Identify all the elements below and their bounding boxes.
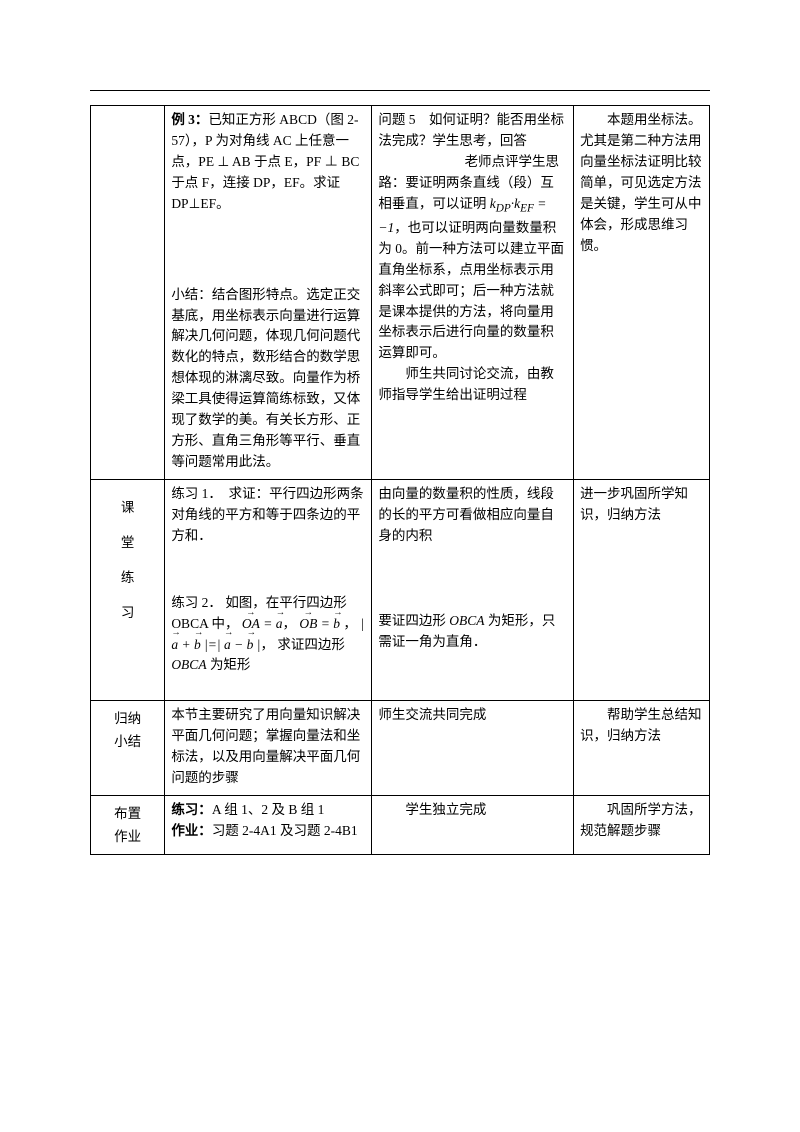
activity-cell: 问题 5 如何证明？能否用坐标法完成？学生思考，回答 老师点评学生思 路：要证明… [372, 106, 574, 480]
intent-cell: 进一步巩固所学知识，归纳方法 [574, 479, 710, 700]
practice2-label: 练习 2． [171, 595, 222, 610]
section-char: 课 [97, 498, 158, 519]
spacer [171, 676, 365, 694]
top-rule [90, 90, 710, 91]
content-cell: 本节主要研究了用向量知识解决平面几何问题；掌握向量法和坐标法，以及用向量解决平面… [165, 701, 372, 796]
lesson-plan-table: 例 3：已知正方形 ABCD（图 2-57），P 为对角线 AC 上任意一点，P… [90, 105, 710, 855]
section-cell-homework: 布置 作业 [91, 796, 165, 855]
intent-cell: 帮助学生总结知识，归纳方法 [574, 701, 710, 796]
activity-cell: 由向量的数量积的性质，线段的长的平方可看做相应向量自身的内积 要证四边形 OBC… [372, 479, 574, 700]
activity-text: 学生独立完成 [405, 802, 486, 817]
spacer [378, 547, 567, 611]
math-ob: OB = b [299, 616, 340, 631]
table-row: 归纳 小结 本节主要研究了用向量知识解决平面几何问题；掌握向量法和坐标法，以及用… [91, 701, 710, 796]
content-cell: 练习：A 组 1、2 及 B 组 1 作业：习题 2-4A1 及习题 2-4B1 [165, 796, 372, 855]
q5-line4: ，也可以证明两向量数量积为 0。前一种方法可以建立平面直角坐标系，点用坐标表示用… [378, 220, 564, 361]
activity-cell: 师生交流共同完成 [372, 701, 574, 796]
section-cell-summary: 归纳 小结 [91, 701, 165, 796]
table-row: 布置 作业 练习：A 组 1、2 及 B 组 1 作业：习题 2-4A1 及习题… [91, 796, 710, 855]
section-cell-practice: 课 堂 练 习 [91, 479, 165, 700]
q5-line2: 学生思考，回答 [432, 133, 527, 148]
hw-label-1: 练习： [171, 802, 212, 817]
activity-p1: 由向量的数量积的性质，线段的长的平方可看做相应向量自身的内积 [378, 486, 554, 543]
example-label: 例 3： [171, 112, 208, 127]
q5-tail: 师生共同讨论交流，由教师指导学生给出证明过程 [378, 364, 567, 406]
section-cell [91, 106, 165, 480]
table-row: 课 堂 练 习 练习 1． 求证：平行四边形两条对角线的平方和等于四条边的平方和… [91, 479, 710, 700]
summary-label: 小结： [171, 287, 212, 302]
content-cell: 练习 1． 求证：平行四边形两条对角线的平方和等于四条边的平方和． 练习 2． … [165, 479, 372, 700]
hw-body-2: 习题 2-4A1 及习题 2-4B1 [212, 823, 358, 838]
hw-label-2: 作业： [171, 823, 212, 838]
activity-p2: 要证四边形 OBCA 为矩形，只需证一角为直角． [378, 613, 555, 649]
document-page: 例 3：已知正方形 ABCD（图 2-57），P 为对角线 AC 上任意一点，P… [0, 0, 800, 1132]
summary-body: 结合图形特点。选定正交基底，用坐标表示向量进行运算解决几何问题，体现几何问题代数… [171, 287, 360, 469]
table-row: 例 3：已知正方形 ABCD（图 2-57），P 为对角线 AC 上任意一点，P… [91, 106, 710, 480]
hw-body-1: A 组 1、2 及 B 组 1 [212, 802, 325, 817]
practice1-label: 练习 1． [171, 486, 215, 501]
section-char: 练 [97, 568, 158, 589]
q5-line3a: 老师点评学生思 [378, 152, 567, 173]
intent-cell: 本题用坐标法。尤其是第二种方法用向量坐标法证明比较简单，可见选定方法是关键，学生… [574, 106, 710, 480]
content-cell: 例 3：已知正方形 ABCD（图 2-57），P 为对角线 AC 上任意一点，P… [165, 106, 372, 480]
intent-cell: 巩固所学方法，规范解题步骤 [574, 796, 710, 855]
section-char: 堂 [97, 533, 158, 554]
section-char: 习 [97, 603, 158, 624]
activity-cell: 学生独立完成 [372, 796, 574, 855]
spacer [171, 215, 365, 285]
spacer [171, 547, 365, 593]
